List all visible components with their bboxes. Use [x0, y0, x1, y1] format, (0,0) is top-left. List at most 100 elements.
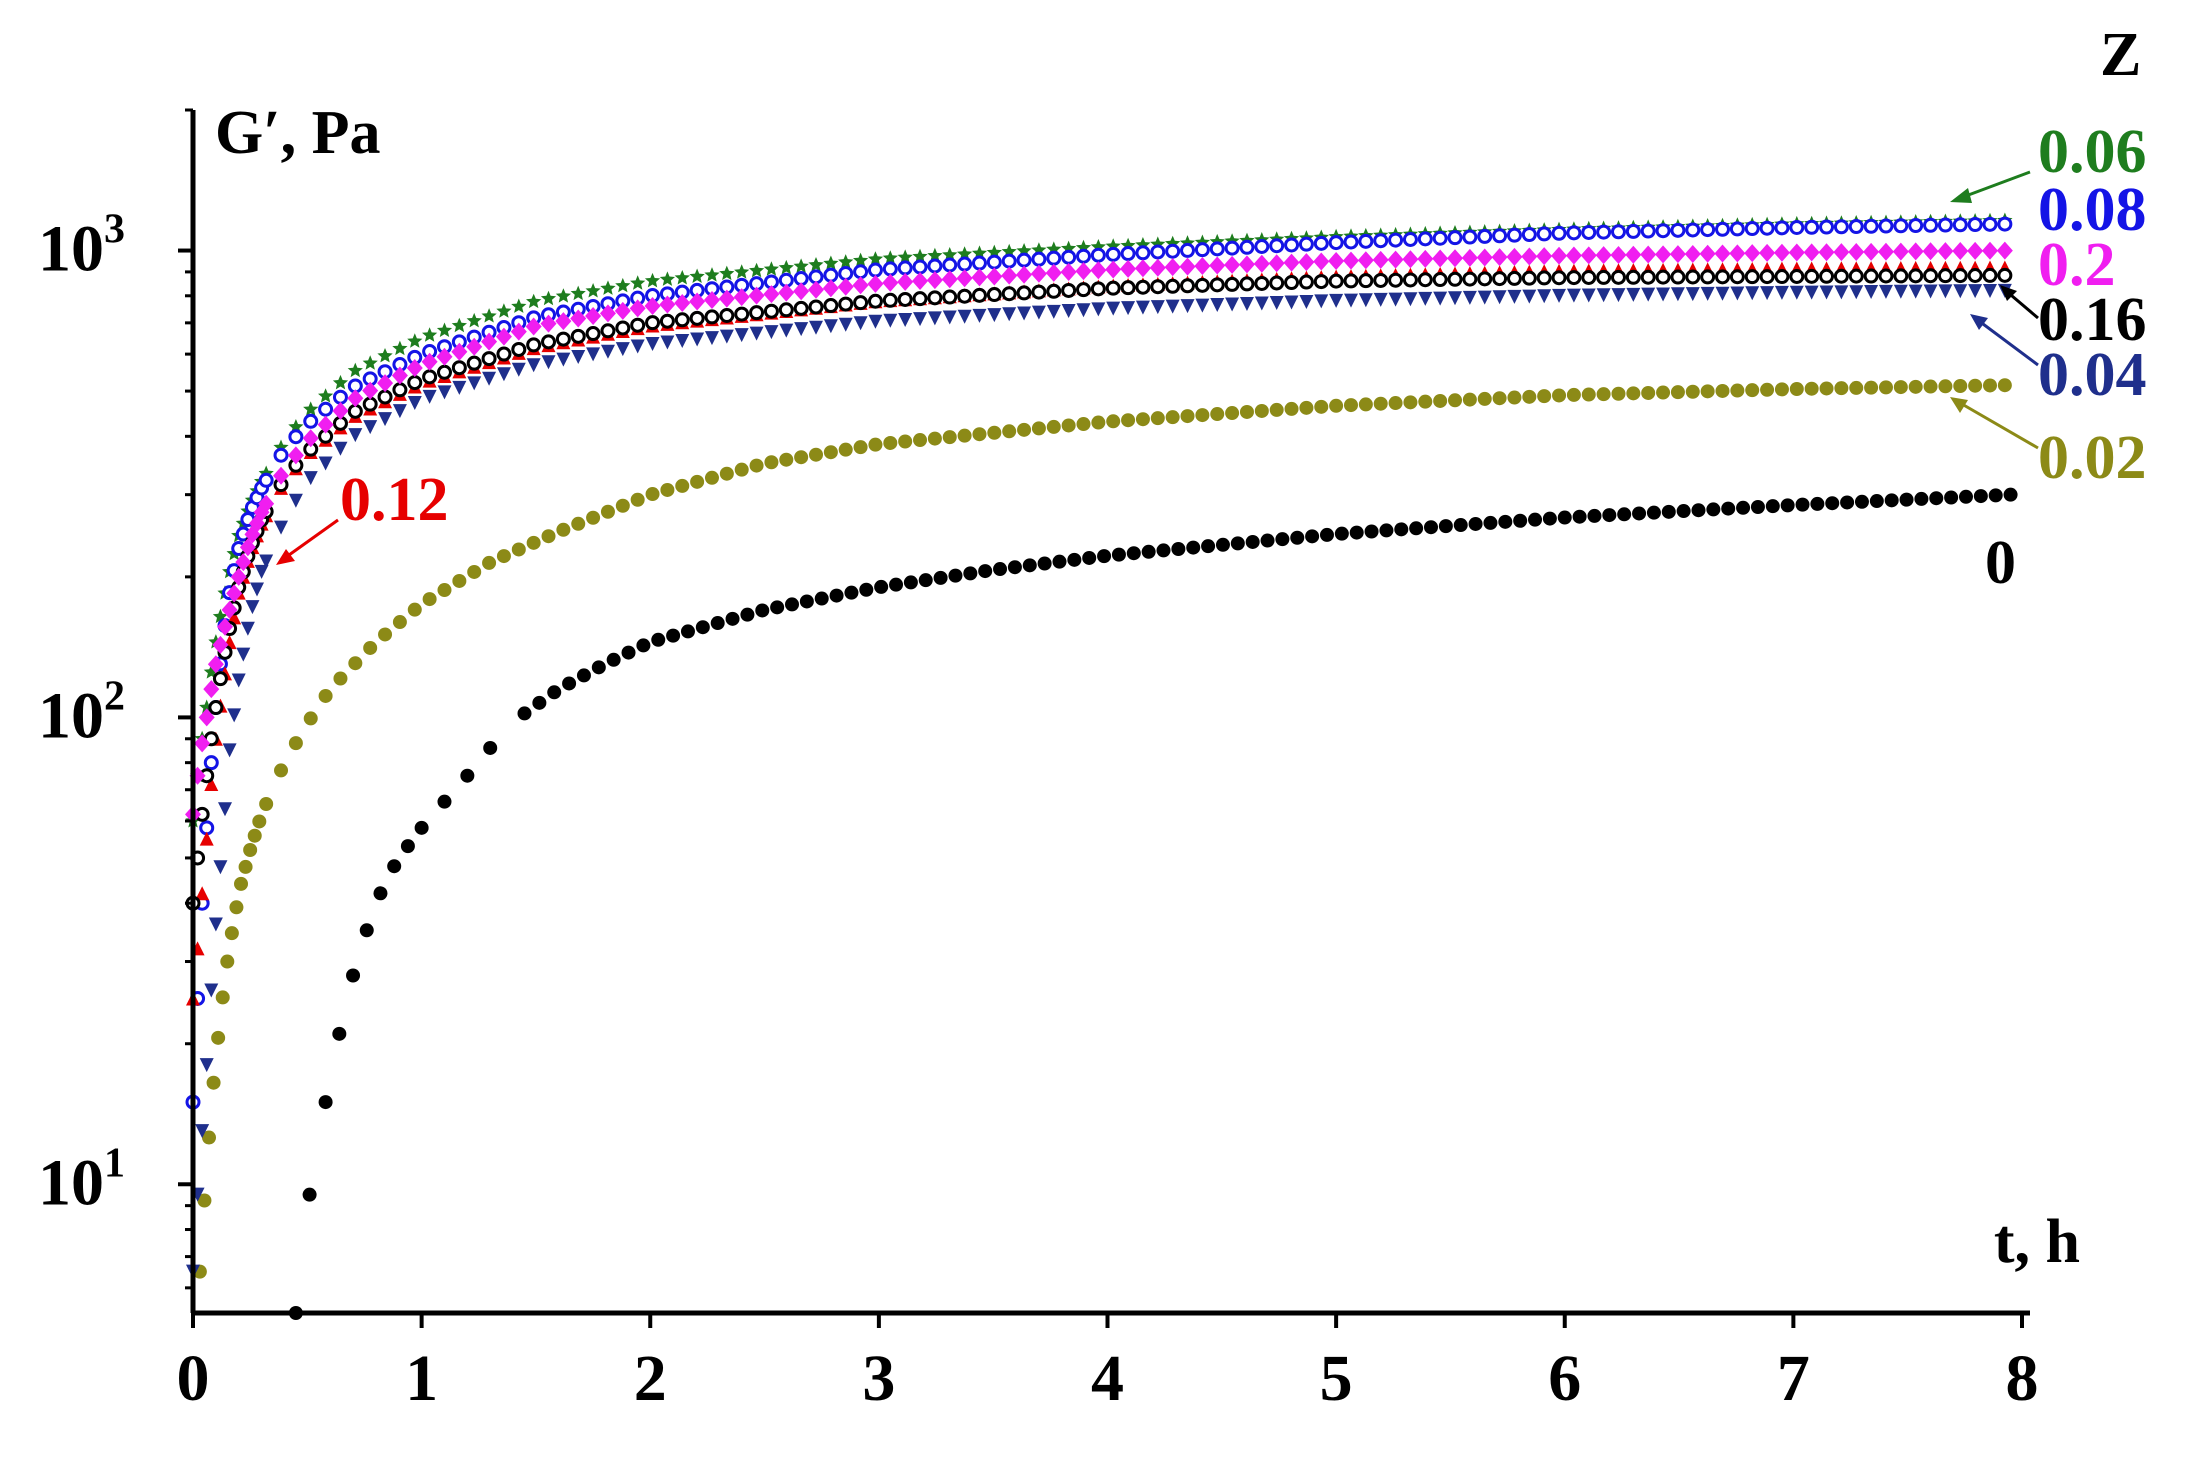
marker-z-0-2 [436, 347, 453, 366]
marker-z-0-04 [764, 325, 779, 340]
marker-z-0 [1349, 525, 1364, 540]
marker-z-0 [373, 886, 388, 901]
marker-z-0-04 [236, 647, 251, 662]
marker-z-0-16 [1521, 270, 1537, 286]
marker-z-0-02 [1953, 379, 1968, 394]
marker-z-0-04 [1002, 307, 1017, 322]
marker-z-0-02 [972, 427, 987, 442]
marker-z-0 [829, 588, 844, 603]
marker-z-0-16 [674, 312, 690, 328]
marker-z-0-04 [1670, 287, 1685, 302]
marker-z-0-02 [1760, 382, 1775, 397]
marker-z-0 [1914, 491, 1929, 506]
marker-z-0-16 [793, 300, 809, 316]
marker-z-0-2 [1744, 244, 1761, 263]
marker-z-0-08 [1343, 234, 1359, 250]
marker-z-0-04 [1403, 292, 1418, 307]
marker-z-0-16 [882, 292, 898, 308]
marker-z-0-08 [1581, 224, 1597, 240]
marker-z-0-02 [1819, 381, 1834, 396]
marker-z-0-02 [392, 615, 407, 630]
marker-z-0-2 [1803, 243, 1820, 262]
marker-z-0-04 [1492, 290, 1507, 305]
marker-z-0 [844, 585, 859, 600]
marker-z-0 [1007, 560, 1022, 575]
marker-z-0-04 [1477, 290, 1492, 305]
marker-z-0-04 [1254, 296, 1269, 311]
marker-z-0-16 [1492, 271, 1508, 287]
marker-z-0-02 [197, 1193, 212, 1208]
marker-z-0-08 [1566, 225, 1582, 241]
marker-z-0-08 [912, 259, 928, 275]
marker-z-0-08 [1046, 250, 1062, 266]
marker-z-0-02 [1492, 391, 1507, 406]
marker-z-0-16 [362, 396, 378, 412]
marker-z-0-02 [1448, 393, 1463, 408]
marker-z-0-16 [496, 346, 512, 362]
marker-z-0-04 [1106, 301, 1121, 316]
marker-z-0 [636, 638, 651, 653]
marker-z-0-04 [195, 1124, 210, 1139]
marker-z-0-12 [199, 831, 214, 846]
marker-z-0-04 [199, 1058, 214, 1073]
marker-z-0-04 [250, 582, 265, 597]
marker-z-0-02 [1269, 402, 1284, 417]
marker-z-0-16 [986, 287, 1002, 303]
marker-z-0-06 [823, 255, 839, 270]
marker-z-0-02 [238, 859, 253, 874]
marker-z-0-16 [1937, 268, 1953, 284]
marker-z-0 [1602, 508, 1617, 523]
marker-z-0-02 [1670, 385, 1685, 400]
marker-z-0-06 [466, 312, 482, 328]
marker-z-0 [460, 768, 475, 783]
marker-z-0-16 [1061, 282, 1077, 298]
y-ticks: 101 102 103 [38, 108, 193, 1290]
marker-z-0-2 [230, 567, 247, 586]
marker-z-0-06 [303, 401, 319, 416]
marker-z-0-2 [481, 332, 498, 351]
marker-z-0-2 [217, 617, 234, 636]
marker-z-0-2 [822, 279, 839, 298]
marker-z-0-16 [1596, 269, 1612, 285]
marker-z-0-08 [1685, 222, 1701, 238]
marker-z-0-16 [1700, 269, 1716, 285]
marker-z-0-2 [1016, 265, 1033, 284]
marker-z-0-16 [1328, 273, 1344, 289]
marker-z-0-06 [882, 250, 898, 265]
marker-z-0-02 [252, 814, 267, 829]
marker-z-0-02 [541, 529, 556, 544]
marker-z-0-08 [273, 447, 289, 463]
marker-z-0-2 [1476, 248, 1493, 267]
marker-z-0 [437, 794, 452, 809]
marker-z-0 [1215, 537, 1230, 552]
marker-z-0-02 [1329, 398, 1344, 413]
arrow-head-0-02 [1950, 397, 1968, 413]
marker-z-0-02 [229, 900, 244, 915]
data-markers [185, 212, 2018, 1320]
marker-z-0-2 [971, 268, 988, 287]
marker-z-0-16 [1833, 268, 1849, 284]
marker-z-0-08 [1878, 218, 1894, 234]
marker-z-0-16 [1908, 268, 1924, 284]
marker-z-0-16 [1165, 278, 1181, 294]
marker-z-0-2 [1699, 244, 1716, 263]
marker-z-0-2 [778, 283, 795, 302]
marker-z-0-2 [1342, 251, 1359, 270]
marker-z-0-16 [1462, 271, 1478, 287]
marker-z-0-06 [600, 280, 616, 295]
marker-z-0-04 [660, 335, 675, 350]
marker-z-0-02 [1849, 380, 1864, 395]
marker-z-0-04 [1195, 298, 1210, 313]
marker-z-0-02 [1581, 387, 1596, 402]
marker-z-0-04 [972, 308, 987, 323]
marker-z-0-04 [437, 385, 452, 400]
marker-z-0-16 [1625, 269, 1641, 285]
marker-z-0-2 [1996, 241, 2013, 260]
marker-z-0-2 [852, 276, 869, 295]
marker-z-0-06 [867, 251, 884, 266]
marker-z-0-02 [704, 470, 719, 485]
marker-z-0-04 [1239, 297, 1254, 312]
marker-z-0-2 [212, 635, 229, 654]
marker-z-0-02 [660, 482, 675, 497]
marker-z-0-04 [1210, 298, 1225, 313]
